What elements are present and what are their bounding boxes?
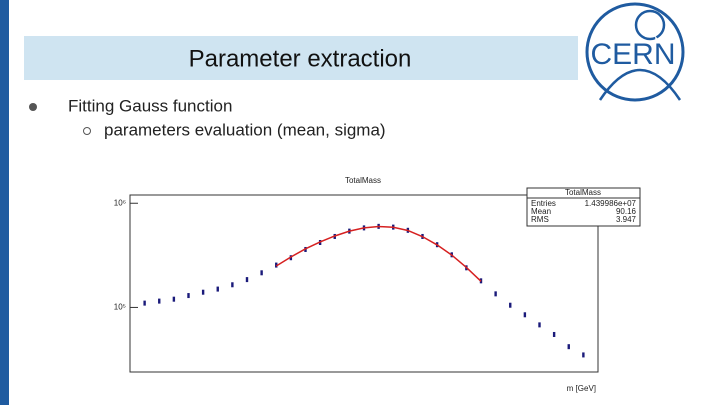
data-point [260,270,263,276]
stats-value: 3.947 [616,215,637,224]
stats-value: 1.439986e+07 [585,199,637,208]
data-point [201,289,205,295]
data-point [523,312,527,318]
fit-curve [275,225,482,282]
stats-key: Mean [531,207,551,216]
title-band [24,36,578,80]
y-tick-label: 10⁵ [114,303,126,312]
data-point [187,293,190,299]
stats-key: RMS [531,215,549,224]
data-point [567,344,570,350]
plot-title: TotalMass [345,176,381,185]
y-tick-label: 10⁶ [114,198,126,207]
side-bar [0,0,9,405]
data-point [275,262,278,268]
sub-bullet-text: parameters evaluation (mean, sigma) [104,120,386,139]
data-point [538,322,541,328]
x-axis-label: m [GeV] [567,384,596,393]
data-point [143,300,146,306]
cern-logo: CERN [585,2,685,102]
data-point [509,302,512,308]
data-point [245,277,249,283]
data-point [172,296,176,302]
sub-bullet-dot [83,127,91,135]
bullet-text: Fitting Gauss function [68,96,232,115]
stats-title: TotalMass [565,188,601,197]
slide-title: Parameter extraction [189,45,412,72]
data-point [231,282,234,288]
bullet-dot [29,103,37,111]
logo-text: CERN [590,38,675,71]
data-point [158,298,161,304]
stats-key: Entries [531,199,556,208]
plot-frame [129,194,599,373]
data-point [552,331,556,337]
plot: TotalMass m [GeV] TotalMass Entries 1.439… [108,172,642,402]
data-point [216,286,219,292]
data-point [582,352,585,358]
stats-box [526,187,641,227]
data-point [494,291,497,297]
stats-value: 90.16 [616,207,637,216]
